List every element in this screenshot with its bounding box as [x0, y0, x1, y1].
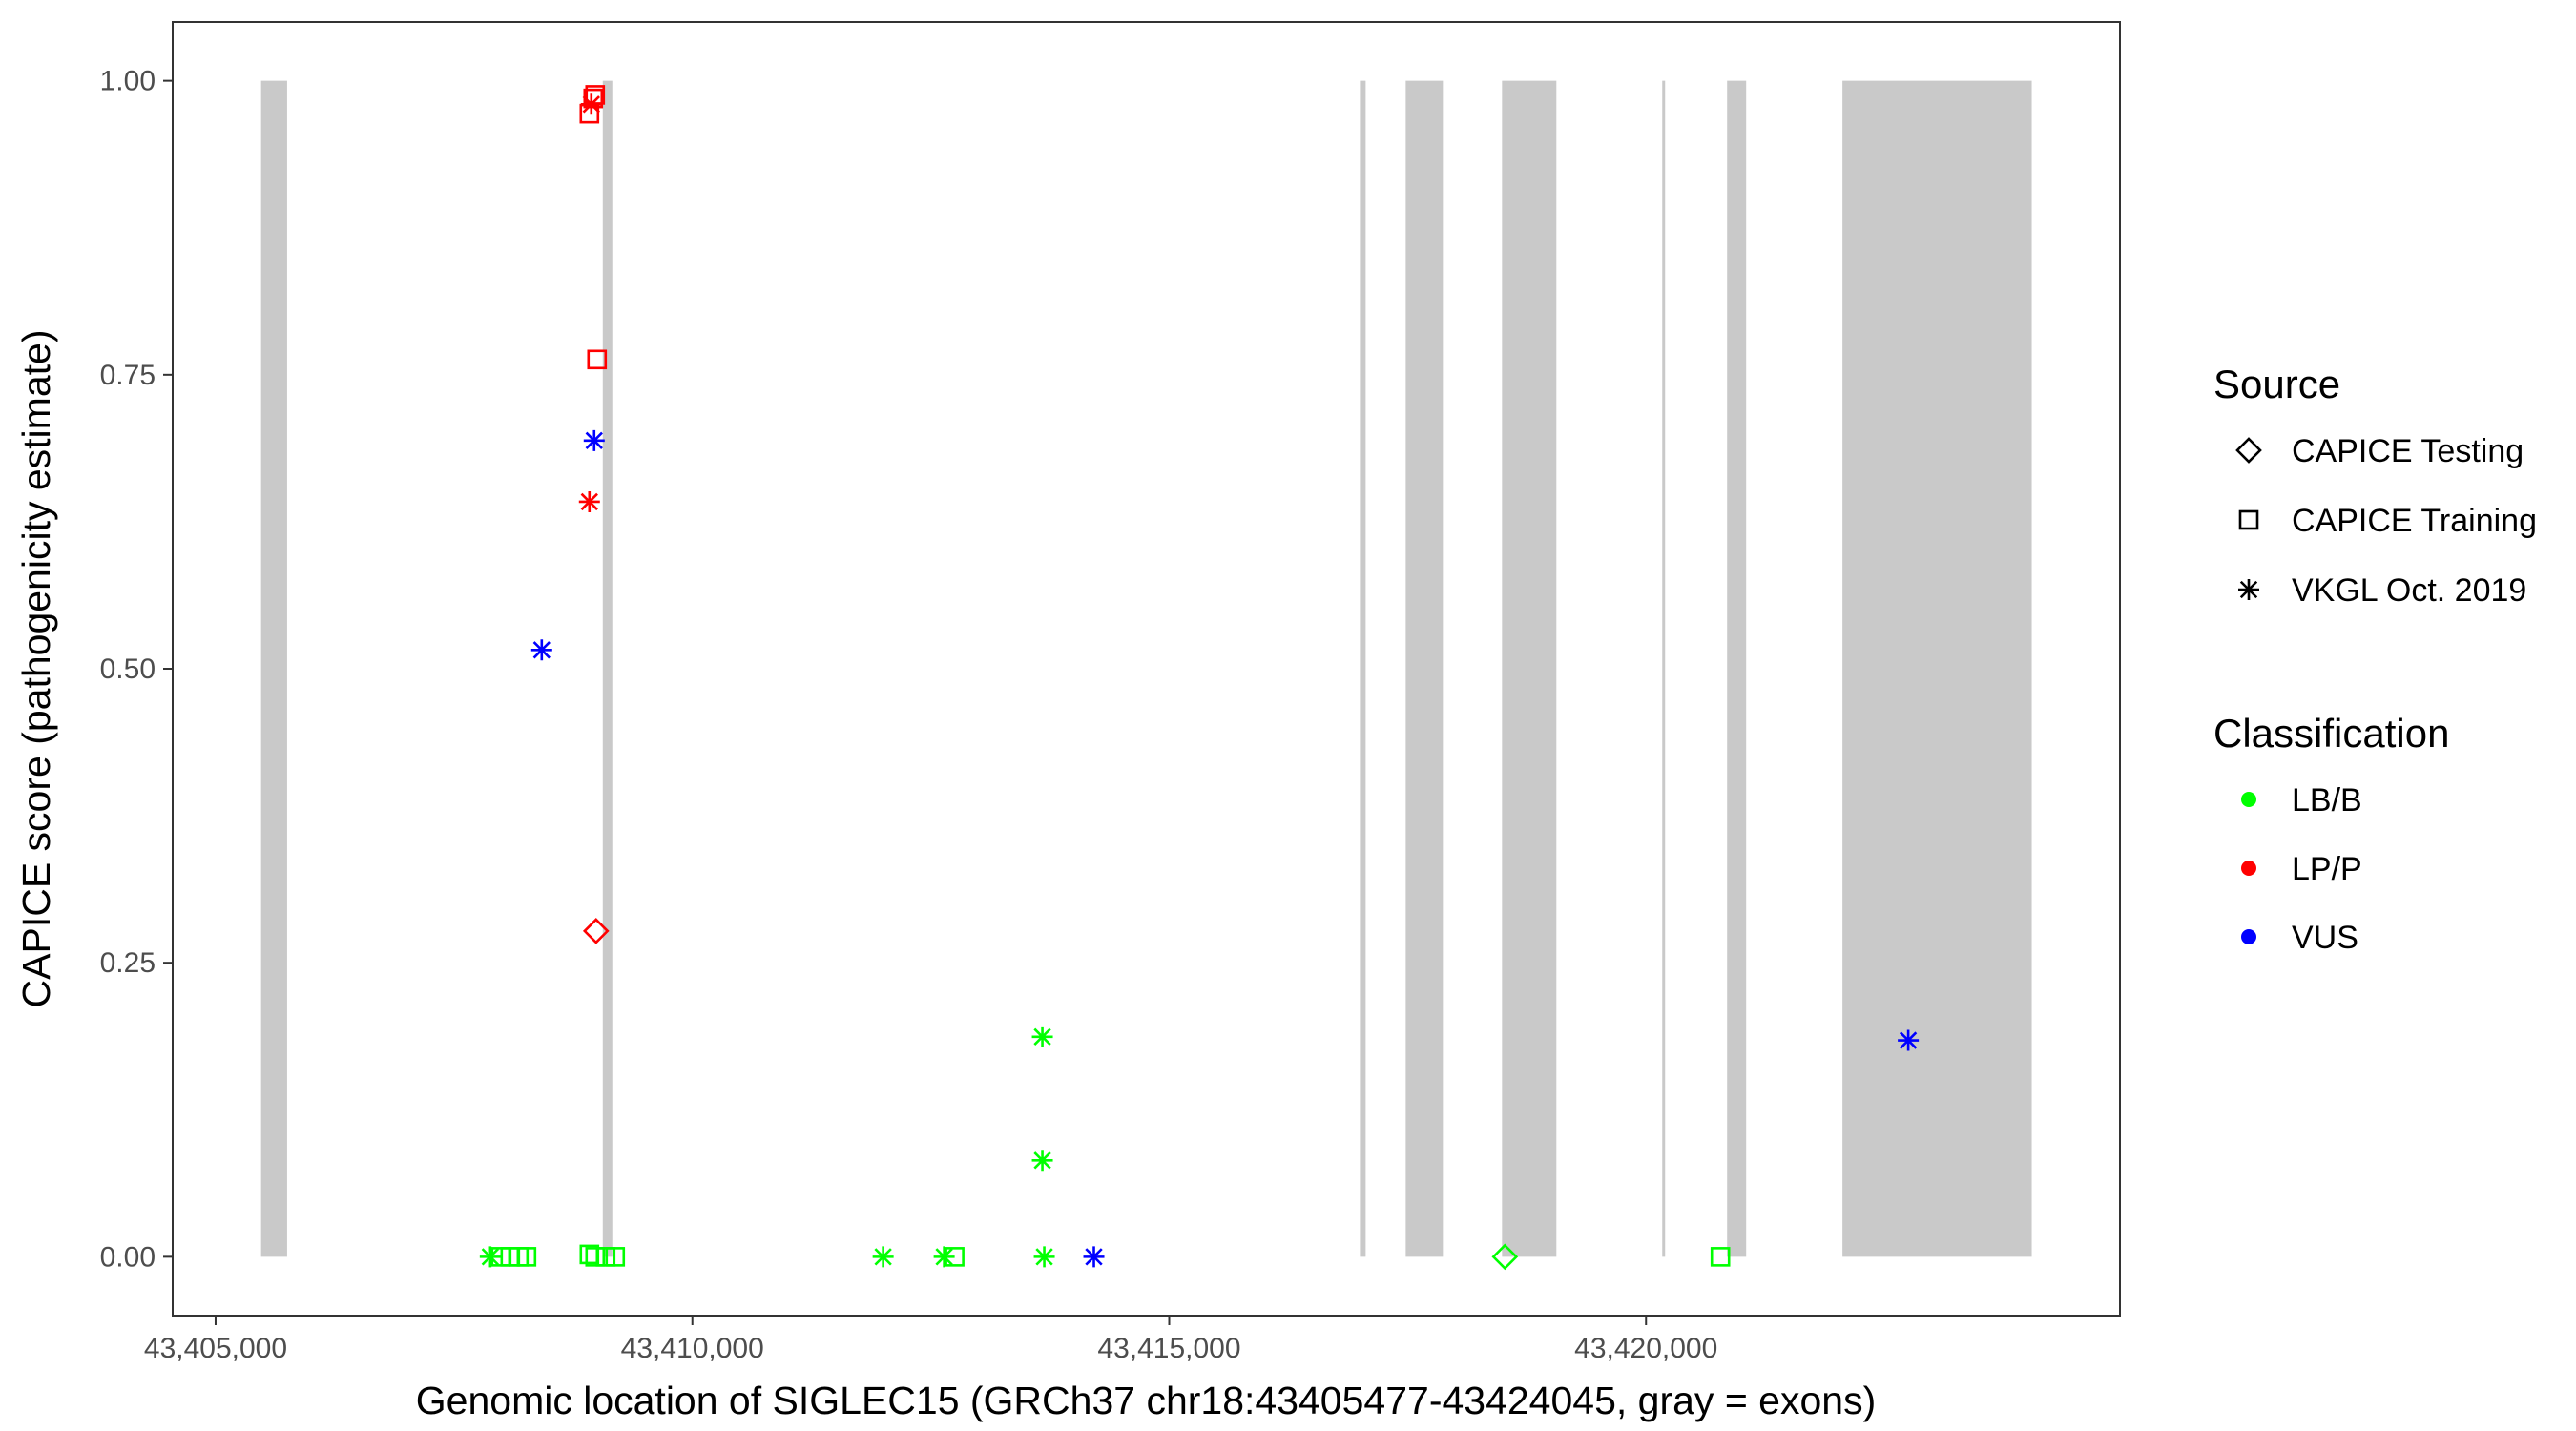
- data-point: [582, 918, 610, 944]
- asterisk-mark: [479, 1246, 501, 1268]
- legend-classification-key: [2241, 792, 2256, 807]
- exon-bands: [260, 80, 2032, 1257]
- legend-source-label: CAPICE Testing: [2292, 433, 2524, 469]
- y-tick-label: 0.25: [100, 947, 156, 979]
- square-mark: [516, 1247, 537, 1267]
- asterisk-mark: [872, 1246, 894, 1268]
- square-mark: [585, 1247, 606, 1267]
- legend-classification-title: Classification: [2213, 711, 2449, 756]
- legend-classification-key: [2241, 861, 2256, 876]
- diamond-mark: [1491, 1243, 1519, 1271]
- x-tick-label: 43,415,000: [1097, 1333, 1240, 1364]
- legend-classification-label: LP/P: [2292, 851, 2362, 887]
- asterisk-mark: [933, 1246, 955, 1268]
- data-point: [1083, 1246, 1105, 1268]
- exon-band: [1662, 80, 1666, 1257]
- exon-band: [1502, 80, 1557, 1257]
- data-point: [872, 1246, 894, 1268]
- data-point: [1491, 1243, 1519, 1271]
- plot-panel: [173, 22, 2120, 1316]
- data-point: [1033, 1246, 1055, 1268]
- asterisk-mark: [583, 429, 605, 451]
- y-tick-label: 0.50: [100, 653, 156, 685]
- asterisk-mark: [1031, 1026, 1053, 1047]
- square-mark: [605, 1247, 626, 1267]
- legend-classification-label: LB/B: [2292, 782, 2362, 819]
- asterisk-mark: [1031, 1150, 1053, 1172]
- x-tick-label: 43,420,000: [1574, 1333, 1717, 1364]
- square-mark: [945, 1247, 965, 1267]
- y-tick-label: 0.75: [100, 360, 156, 391]
- legend-source-label: CAPICE Training: [2292, 503, 2537, 539]
- exon-band: [1842, 80, 2032, 1257]
- data-point: [1898, 1029, 1920, 1051]
- asterisk-mark: [1033, 1246, 1055, 1268]
- data-point: [587, 349, 608, 370]
- asterisk-mark: [578, 490, 600, 512]
- x-axis: 43,405,000 43,410,000 43,415,000 43,420,000: [144, 1316, 1717, 1364]
- asterisk-mark: [530, 639, 552, 661]
- exon-band: [260, 80, 287, 1257]
- square-mark: [587, 349, 608, 370]
- square-mark: [2238, 509, 2259, 530]
- data-point: [583, 429, 605, 451]
- data-point: [585, 1247, 606, 1267]
- asterisk-mark: [1898, 1029, 1920, 1051]
- exon-band: [602, 80, 613, 1257]
- square-mark: [1710, 1247, 1731, 1267]
- x-axis-title: Genomic location of SIGLEC15 (GRCh37 chr…: [416, 1379, 1876, 1422]
- legend-classification-key: [2241, 929, 2256, 944]
- legend: Source Classification CAPICE Testing CAPI…: [2213, 362, 2537, 956]
- square-mark: [579, 103, 600, 124]
- data-point: [1710, 1247, 1731, 1267]
- x-tick-label: 43,405,000: [144, 1333, 287, 1364]
- y-axis: 0.00 0.25 0.50 0.75 1.00: [100, 66, 173, 1273]
- diamond-mark: [582, 918, 610, 944]
- legend-source-label: VKGL Oct. 2019: [2292, 572, 2526, 609]
- legend-source-key: [2238, 509, 2259, 530]
- legend-classification-label: VUS: [2292, 920, 2358, 956]
- diamond-mark: [2235, 437, 2262, 464]
- data-point: [605, 1247, 626, 1267]
- exon-band: [1727, 80, 1747, 1257]
- asterisk-mark: [2238, 579, 2259, 600]
- data-points: [479, 85, 1920, 1271]
- y-tick-label: 0.00: [100, 1241, 156, 1273]
- data-point: [479, 1246, 501, 1268]
- data-point: [516, 1247, 537, 1267]
- asterisk-mark: [1083, 1246, 1105, 1268]
- y-tick-label: 1.00: [100, 66, 156, 97]
- data-point: [579, 103, 600, 124]
- legend-source-title: Source: [2213, 362, 2340, 406]
- legend-source-key: [2235, 437, 2262, 464]
- exon-band: [1405, 80, 1444, 1257]
- y-axis-title: CAPICE score (pathogenicity estimate): [14, 330, 58, 1008]
- data-point: [578, 490, 600, 512]
- data-point: [1031, 1026, 1053, 1047]
- data-point: [945, 1247, 965, 1267]
- data-point: [933, 1246, 955, 1268]
- data-point: [1031, 1150, 1053, 1172]
- x-tick-label: 43,410,000: [621, 1333, 764, 1364]
- exon-band: [1360, 80, 1366, 1257]
- legend-source-key: [2238, 579, 2259, 600]
- data-point: [530, 639, 552, 661]
